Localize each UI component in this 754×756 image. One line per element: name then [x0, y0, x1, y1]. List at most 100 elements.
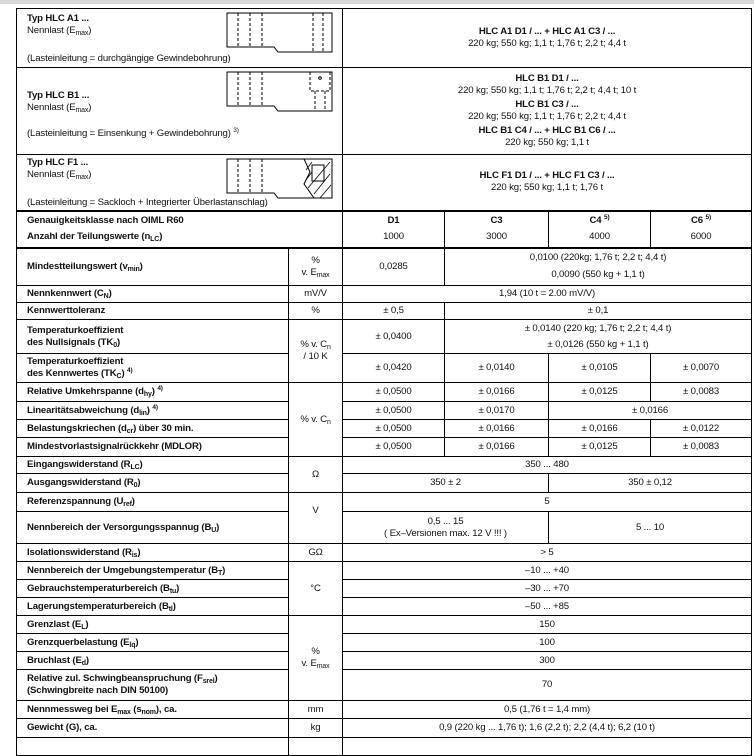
- model-cell: HLC A1 D1 / ... + HLC A1 C3 / ... 220 kg…: [342, 8, 753, 68]
- spec-table: Typ HLC A1 ... Nennlast (Emax) (Lasteinl…: [15, 8, 753, 756]
- value-c3: ± 0,0166: [444, 382, 550, 402]
- row-unit: kg: [287, 718, 344, 738]
- type-note: (Lasteinleitung = durchgängige Gewindebo…: [27, 53, 231, 64]
- nominal-load-label: Nennlast (Emax): [27, 102, 92, 114]
- row-unit: °C: [287, 561, 344, 616]
- row-unit: mV/V: [287, 285, 344, 303]
- model-name: HLC B1 C4 / ... + HLC B1 C6 / ...: [478, 125, 616, 136]
- row-cut-off: [16, 737, 753, 756]
- model-name: HLC B1 C3 / ...: [515, 99, 579, 110]
- row-uref: Referenzspannung (Uref) V 5: [16, 492, 753, 544]
- model-loads: 220 kg; 550 kg; 1,1 t; 1,76 t; 2,2 t; 4,…: [457, 85, 637, 96]
- type-title: Typ HLC F1 ...: [27, 157, 89, 168]
- row-ris: Isolationswiderstand (Ris) GΩ > 5: [16, 543, 753, 562]
- row-label: Grenzquerbelastung (Elq): [16, 633, 289, 652]
- row-label: [16, 737, 289, 756]
- value-all: –10 ... +40: [342, 561, 753, 580]
- value-c4-c6: 5 ... 10: [548, 511, 753, 544]
- row-unit: Ω: [287, 456, 344, 493]
- row-unit: [287, 737, 344, 756]
- value-c3: ± 0,0140: [444, 353, 550, 383]
- row-unit: % v. Cn/ 10 K: [287, 319, 344, 383]
- value-all: –50 ... +85: [342, 597, 753, 616]
- value-c4: ± 0,0125: [548, 437, 652, 457]
- value-c4: ± 0,0105: [548, 353, 652, 383]
- class-c3: C3 3000: [444, 209, 550, 248]
- row-label: Nennmessweg bei Emax (snom), ca.: [16, 700, 289, 719]
- row-label: Lagerungstemperaturbereich (Btl): [16, 597, 289, 616]
- type-cell: Typ HLC A1 ... Nennlast (Emax) (Lasteinl…: [15, 8, 344, 68]
- row-label: Ausgangswiderstand (R0): [16, 473, 289, 493]
- row-dlin: Linearitätsabweichung (dlin) 4) ± 0,0500…: [16, 401, 753, 420]
- row-unit: % v. Cn: [287, 382, 344, 457]
- type-cell: Typ HLC B1 ... Nennlast (Emax) (Lasteinl…: [15, 67, 344, 155]
- row-tkc: Temperaturkoeffizient des Kennwertes (TKC…: [16, 353, 753, 383]
- row-r0: Ausgangswiderstand (R0) 350 ± 2 350 ± 0,…: [16, 473, 753, 493]
- model-loads: 220 kg; 550 kg; 1,1 t; 1,76 t: [491, 182, 603, 194]
- row-label: Eingangswiderstand (RLC): [16, 456, 289, 474]
- type-cell: Typ HLC F1 ... Nennlast (Emax) (Lasteinl…: [15, 154, 344, 211]
- value-all: 0,5 (1,76 t = 1,4 mm): [342, 700, 753, 719]
- class-c4: C4 5) 4000: [548, 209, 652, 248]
- value-c4: ± 0,0166: [548, 419, 652, 438]
- top-edge: [0, 0, 754, 4]
- value-c6: ± 0,0070: [650, 353, 753, 383]
- value-d1-c3: 350 ± 2: [342, 473, 550, 493]
- row-mdlor: Mindestvorlastsignalrückkehr (MDLOR) ± 0…: [16, 437, 753, 457]
- row-label: Mindestvorlastsignalrückkehr (MDLOR): [16, 437, 289, 457]
- row-dcr: Belastungskriechen (dcr) über 30 min. ± …: [16, 419, 753, 438]
- value-c3: ± 0,0170: [444, 401, 550, 420]
- value-d1: ± 0,5: [342, 302, 446, 320]
- row-label: Nennkennwert (CN): [16, 285, 289, 303]
- value-d1: ± 0,0420: [342, 353, 446, 383]
- value-all: 0,9 (220 kg ... 1,76 t); 1,6 (2,2 t); 2,…: [342, 718, 753, 738]
- class-c6: C6 5) 6000: [650, 209, 753, 248]
- row-btl: Lagerungstemperaturbereich (Btl) –50 ...…: [16, 597, 753, 616]
- row-label: Gebrauchstemperaturbereich (Btu): [16, 579, 289, 598]
- value-c6: ± 0,0083: [650, 382, 753, 402]
- row-elq: Grenzquerbelastung (Elq) 100: [16, 633, 753, 652]
- model-name: HLC B1 D1 / ...: [515, 73, 579, 84]
- type-title: Typ HLC B1 ...: [27, 90, 90, 101]
- row-ed: Bruchlast (Ed) 300: [16, 651, 753, 670]
- row-label: Isolationswiderstand (Ris): [16, 543, 289, 562]
- row-label: Gewicht (G), ca.: [16, 718, 289, 738]
- value-all: 1,94 (10 t = 2.00 mV/V): [342, 285, 753, 303]
- row-unit: GΩ: [287, 543, 344, 562]
- accuracy-class-label: Genauigkeitsklasse nach OIML R60 Anzahl d…: [15, 209, 344, 248]
- value-c3-c6: ± 0,0140 (220 kg; 1,76 t; 2,2 t; 4,4 t) ±…: [444, 319, 753, 354]
- value-d1: ± 0,0500: [342, 382, 446, 402]
- value-d1: ± 0,0500: [342, 419, 446, 438]
- row-bu: Nennbereich der Versorgungsspannug (BU) …: [16, 511, 753, 544]
- value-c3-c6: 0,0100 (220kg; 1,76 t; 2,2 t; 4,4 t) 0,00…: [444, 246, 753, 286]
- value-all: > 5: [342, 543, 753, 562]
- value-c3-c6: ± 0,1: [444, 302, 753, 320]
- row-weight: Gewicht (G), ca. kg 0,9 (220 kg ... 1,76…: [16, 718, 753, 738]
- row-label: Kennwerttoleranz: [16, 302, 289, 320]
- row-label: Temperaturkoeffizient des Kennwertes (TKC…: [16, 353, 289, 383]
- row-tolerance: Kennwerttoleranz % ± 0,5 ± 0,1: [16, 302, 753, 320]
- model-loads: 220 kg; 550 kg; 1,1 t; 1,76 t; 2,2 t; 4,…: [468, 111, 626, 122]
- value-c3: ± 0,0166: [444, 419, 550, 438]
- value-all: 350 ... 480: [342, 456, 753, 474]
- row-label: Grenzlast (EL): [16, 615, 289, 634]
- type-row-a1: Typ HLC A1 ... Nennlast (Emax) (Lasteinl…: [15, 8, 753, 68]
- model-cell: HLC B1 D1 / ... 220 kg; 550 kg; 1,1 t; 1…: [342, 67, 753, 155]
- class-d1: D1 1000: [342, 209, 446, 248]
- row-btu: Gebrauchstemperaturbereich (Btu) –30 ...…: [16, 579, 753, 598]
- row-snom: Nennmessweg bei Emax (snom), ca. mm 0,5 …: [16, 700, 753, 719]
- nominal-load-label: Nennlast (Emax): [27, 169, 92, 181]
- model-cell: HLC F1 D1 / ... + HLC F1 C3 / ... 220 kg…: [342, 154, 753, 211]
- value-all: 300: [342, 651, 753, 670]
- load-cell-drawing-f1: [226, 158, 333, 199]
- row-rlc: Eingangswiderstand (RLC) Ω 350 ... 480: [16, 456, 753, 493]
- row-label: Relative zul. Schwingbeanspruchung (Fsre…: [16, 669, 289, 701]
- value-d1: 0,0285: [342, 246, 446, 286]
- row-tk0: Temperaturkoeffizient des Nullsignals (TK…: [16, 319, 753, 383]
- model-loads: 220 kg; 550 kg; 1,1 t: [505, 137, 589, 148]
- load-cell-drawing-a1: [226, 12, 333, 53]
- type-title: Typ HLC A1 ...: [27, 13, 89, 24]
- row-fsrel: Relative zul. Schwingbeanspruchung (Fsre…: [16, 669, 753, 701]
- type-row-b1: Typ HLC B1 ... Nennlast (Emax) (Lasteinl…: [15, 67, 753, 155]
- value-d1-c3: 0,5 ... 15( Ex–Versionen max. 12 V !!! ): [342, 511, 550, 544]
